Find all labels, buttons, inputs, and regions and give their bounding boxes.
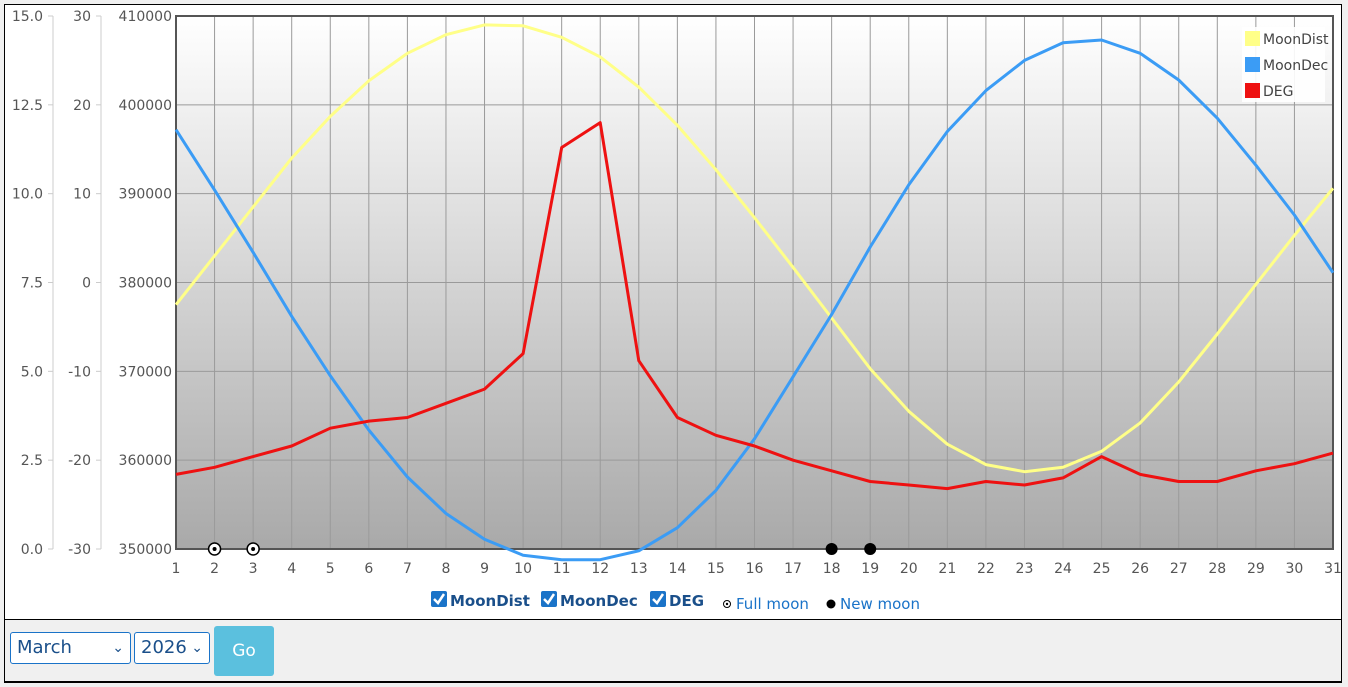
dist-tick-label: 390000	[119, 187, 172, 203]
legend-swatch	[1245, 57, 1260, 72]
dec-tick-label: 0	[82, 276, 91, 292]
x-tick-label: 1	[172, 561, 181, 577]
dec-tick-label: -30	[68, 542, 91, 558]
x-tick-label: 22	[977, 561, 995, 577]
year-select[interactable]: 2026 ⌄	[134, 632, 210, 664]
deg-tick-label: 7.5	[21, 276, 43, 292]
dist-tick-label: 400000	[119, 98, 172, 114]
x-tick-label: 13	[630, 561, 648, 577]
deg-tick-label: 12.5	[12, 98, 43, 114]
x-tick-label: 28	[1208, 561, 1226, 577]
chevron-down-icon: ⌄	[191, 640, 203, 656]
deg-tick-label: 2.5	[21, 453, 43, 469]
chevron-down-icon: ⌄	[112, 640, 124, 656]
dec-tick-label: -20	[68, 453, 91, 469]
controls-bar: March ⌄ 2026 ⌄ Go	[4, 620, 1342, 682]
x-tick-label: 24	[1054, 561, 1072, 577]
new-moon-legend-icon	[826, 599, 836, 609]
legend-label: DEG	[1263, 84, 1293, 100]
toggle-moondec[interactable]: MoonDec	[541, 591, 638, 610]
x-tick-label: 19	[861, 561, 879, 577]
x-tick-label: 27	[1170, 561, 1188, 577]
toggle-deg[interactable]: DEG	[650, 591, 704, 610]
check-icon	[543, 593, 556, 605]
deg-tick-label: 5.0	[21, 364, 43, 380]
divider	[4, 682, 1342, 683]
x-tick-label: 9	[480, 561, 489, 577]
month-select-value: March	[17, 637, 72, 658]
dist-tick-label: 350000	[119, 542, 172, 558]
dist-tick-label: 370000	[119, 364, 172, 380]
x-tick-label: 2	[210, 561, 219, 577]
x-tick-label: 4	[287, 561, 296, 577]
full-moon-legend-icon-dot	[725, 602, 729, 606]
go-button[interactable]: Go	[214, 626, 274, 676]
deg-tick-label: 10.0	[12, 187, 43, 203]
dec-tick-label: 10	[73, 187, 91, 203]
x-tick-label: 21	[938, 561, 956, 577]
x-tick-label: 14	[668, 561, 686, 577]
check-icon	[433, 593, 446, 605]
legend-label: MoonDec	[1263, 58, 1328, 74]
moondist-series-line	[174, 23, 1335, 474]
new-moon-icon	[825, 543, 838, 555]
legend-label: MoonDist	[1263, 32, 1329, 48]
legend-swatch	[1245, 31, 1260, 46]
full-moon-icon-dot	[212, 547, 217, 551]
x-tick-label: 6	[364, 561, 373, 577]
deg-series-line	[175, 121, 1334, 491]
moon-chart: 0.0 2.5 5.0 7.5 10.0 12.5 15.0 -30 -20 -10 0 10 20 30…	[12, 9, 1342, 613]
toggle-label: DEG	[669, 592, 704, 610]
deg-tick-label: 15.0	[12, 9, 43, 25]
full-moon-legend-label: Full moon	[736, 595, 809, 613]
dist-tick-label: 360000	[119, 453, 172, 469]
toggle-moondist[interactable]: MoonDist	[431, 591, 530, 610]
x-tick-label: 8	[442, 561, 451, 577]
legend-swatch	[1245, 83, 1260, 98]
x-tick-label: 17	[784, 561, 802, 577]
x-tick-label: 15	[707, 561, 725, 577]
dec-tick-label: 30	[73, 9, 91, 25]
check-icon	[652, 593, 665, 605]
checkbox[interactable]	[431, 591, 447, 607]
x-tick-label: 10	[514, 561, 532, 577]
x-tick-label: 29	[1247, 561, 1265, 577]
x-tick-label: 23	[1016, 561, 1034, 577]
dec-tick-label: -10	[68, 364, 91, 380]
toggle-label: MoonDec	[560, 592, 638, 610]
plot-border	[175, 15, 1334, 550]
x-tick-label: 7	[403, 561, 412, 577]
x-tick-label: 18	[823, 561, 841, 577]
x-tick-label: 5	[326, 561, 335, 577]
deg-tick-label: 0.0	[21, 542, 43, 558]
dist-tick-label: 410000	[119, 9, 172, 25]
x-tick-label: 30	[1286, 561, 1304, 577]
x-tick-label: 31	[1324, 561, 1342, 577]
x-tick-label: 25	[1093, 561, 1111, 577]
dec-tick-label: 20	[73, 98, 91, 114]
x-tick-label: 11	[553, 561, 571, 577]
checkbox[interactable]	[650, 591, 666, 607]
x-tick-label: 16	[746, 561, 764, 577]
toggle-label: MoonDist	[450, 592, 530, 610]
full-moon-icon-dot	[251, 547, 256, 551]
month-select[interactable]: March ⌄	[10, 632, 131, 664]
x-tick-label: 26	[1131, 561, 1149, 577]
new-moon-legend-label: New moon	[840, 595, 920, 613]
chart-panel: 0.0 2.5 5.0 7.5 10.0 12.5 15.0 -30 -20 -10 0 10 20 30…	[4, 4, 1342, 620]
checkbox[interactable]	[541, 591, 557, 607]
moondec-series-line	[174, 38, 1335, 562]
year-select-value: 2026	[141, 637, 187, 658]
dist-tick-label: 380000	[119, 276, 172, 292]
x-tick-label: 12	[591, 561, 609, 577]
x-tick-label: 20	[900, 561, 918, 577]
x-tick-label: 3	[249, 561, 258, 577]
new-moon-icon	[864, 543, 877, 555]
